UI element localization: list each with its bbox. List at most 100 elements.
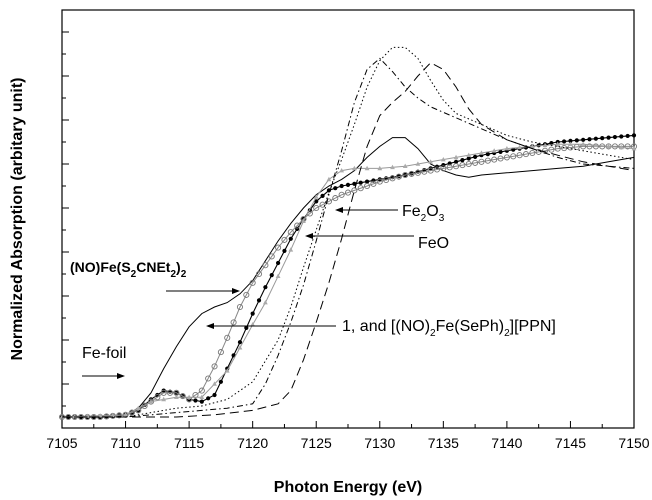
data-point bbox=[325, 198, 332, 205]
data-point bbox=[263, 285, 268, 290]
data-point bbox=[465, 160, 472, 168]
data-point bbox=[294, 222, 301, 229]
data-point bbox=[351, 165, 357, 171]
x-axis-title: Photon Energy (eV) bbox=[274, 479, 422, 496]
data-point bbox=[586, 143, 593, 150]
data-point bbox=[193, 398, 198, 403]
data-point bbox=[161, 396, 167, 402]
data-point bbox=[344, 189, 352, 196]
x-tick-label: 7135 bbox=[428, 435, 459, 451]
data-point bbox=[453, 154, 459, 160]
data-point bbox=[504, 146, 510, 151]
x-tick-label: 7130 bbox=[364, 435, 395, 451]
data-point bbox=[269, 273, 274, 278]
data-point bbox=[154, 394, 161, 401]
data-point bbox=[568, 138, 573, 143]
data-point bbox=[497, 155, 504, 162]
annotation-compound1: 1, and [(NO)2Fe(SePh)2][PPN] bbox=[206, 318, 556, 339]
data-point bbox=[395, 173, 402, 180]
data-point bbox=[364, 182, 371, 190]
data-point bbox=[516, 152, 523, 159]
data-point bbox=[288, 236, 293, 241]
data-point bbox=[351, 187, 358, 194]
data-point bbox=[452, 163, 460, 170]
data-point bbox=[460, 158, 465, 163]
x-tick-label: 7110 bbox=[111, 435, 141, 451]
data-point bbox=[466, 156, 471, 161]
x-tick-label: 7120 bbox=[237, 435, 268, 451]
series-line bbox=[62, 57, 635, 418]
series-line bbox=[62, 134, 635, 418]
data-point bbox=[402, 171, 409, 179]
data-point bbox=[148, 399, 154, 404]
data-point bbox=[593, 142, 599, 148]
data-point bbox=[580, 141, 586, 146]
data-point bbox=[212, 381, 217, 386]
data-point bbox=[383, 176, 390, 183]
series-group bbox=[58, 46, 638, 421]
data-point bbox=[358, 180, 363, 185]
data-point bbox=[230, 319, 237, 326]
data-point bbox=[414, 169, 421, 176]
data-point bbox=[433, 166, 441, 173]
data-point bbox=[314, 199, 319, 204]
data-point bbox=[612, 134, 618, 140]
data-point bbox=[249, 279, 256, 286]
annotation-fefoil: Fe-foil bbox=[82, 345, 126, 379]
data-point bbox=[250, 322, 256, 327]
data-point bbox=[568, 141, 573, 146]
data-point bbox=[466, 152, 472, 157]
data-point bbox=[377, 165, 383, 171]
data-point bbox=[574, 138, 579, 143]
data-point bbox=[198, 387, 205, 394]
x-tick-label: 7105 bbox=[46, 435, 77, 451]
data-point bbox=[440, 157, 446, 162]
data-point bbox=[542, 142, 548, 148]
series-line bbox=[62, 137, 635, 418]
data-point bbox=[333, 186, 338, 191]
data-point bbox=[428, 159, 434, 164]
data-point bbox=[243, 291, 250, 298]
data-point bbox=[237, 345, 243, 350]
series-1 bbox=[59, 133, 637, 420]
series-line bbox=[62, 46, 635, 418]
data-point bbox=[224, 334, 231, 341]
annotation-fe2o3-label: Fe2O3 bbox=[402, 203, 445, 224]
axis-ticks: 7105 7110 7115 7120 7125 7130 7135 7140 7145 7150 bbox=[46, 9, 650, 451]
annotation-fefoil-arrowhead bbox=[117, 373, 125, 379]
data-point bbox=[205, 375, 212, 382]
x-tick-label: 7115 bbox=[174, 435, 204, 451]
data-point bbox=[287, 229, 294, 236]
data-point bbox=[244, 325, 249, 330]
data-point bbox=[255, 270, 263, 278]
data-point bbox=[389, 175, 396, 182]
data-point bbox=[301, 218, 306, 223]
data-point bbox=[319, 201, 326, 208]
x-tick-label: 7150 bbox=[618, 435, 649, 451]
data-point bbox=[408, 170, 415, 177]
data-point bbox=[332, 195, 339, 202]
data-point bbox=[529, 143, 535, 149]
data-point bbox=[600, 136, 605, 141]
data-point bbox=[282, 248, 287, 253]
series-feo bbox=[62, 46, 635, 418]
data-point bbox=[402, 163, 408, 168]
annotation-nofe-arrowhead bbox=[232, 288, 240, 294]
data-point bbox=[275, 273, 281, 278]
data-point bbox=[453, 159, 459, 164]
data-point bbox=[212, 392, 217, 398]
data-point bbox=[625, 133, 630, 139]
annotation-fefoil-label: Fe-foil bbox=[82, 345, 126, 362]
data-point bbox=[581, 137, 586, 142]
data-point bbox=[288, 247, 294, 252]
data-point bbox=[548, 146, 555, 153]
data-point bbox=[186, 394, 192, 399]
data-point bbox=[364, 179, 370, 184]
x-tick-label: 7140 bbox=[491, 435, 522, 451]
data-point bbox=[479, 150, 484, 155]
data-point bbox=[174, 394, 179, 399]
data-point bbox=[256, 298, 262, 303]
annotation-nofe-label: (NO)Fe(S2CNEt2)2 bbox=[70, 259, 187, 280]
data-point bbox=[485, 152, 490, 157]
